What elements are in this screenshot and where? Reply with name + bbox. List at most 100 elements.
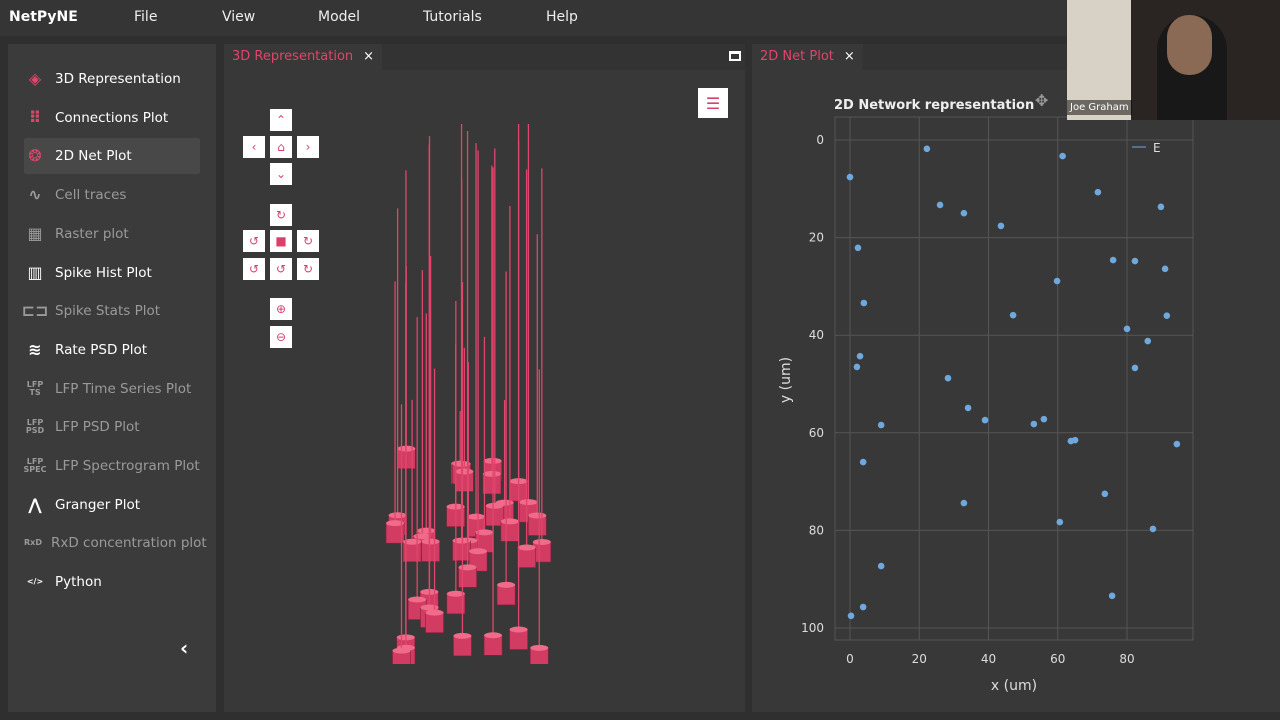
sidebar-item-label: RxD concentration plot bbox=[50, 535, 207, 552]
cell-point bbox=[859, 458, 867, 466]
soma-top bbox=[519, 499, 538, 506]
menu-view[interactable]: View bbox=[222, 9, 256, 25]
sidebar-item-lfp-spectrogram-plot[interactable]: LFP SPEC LFP Spectrogram Plot bbox=[24, 448, 200, 484]
menu-tutorials[interactable]: Tutorials bbox=[423, 9, 482, 25]
menu-file[interactable]: File bbox=[134, 9, 158, 25]
y-tick-label: 0 bbox=[816, 133, 824, 147]
sidebar-item-cell-traces[interactable]: ∿ Cell traces bbox=[24, 177, 200, 213]
sidebar-item-label: Raster plot bbox=[55, 225, 129, 242]
boxplot-icon: ⊏⊐ bbox=[21, 301, 49, 321]
soma-top bbox=[453, 632, 472, 639]
pan-move-icon[interactable]: ✥ bbox=[1035, 91, 1048, 110]
raster-icon: ▦ bbox=[27, 223, 43, 243]
cell-point bbox=[1040, 415, 1048, 423]
soma-top bbox=[532, 539, 551, 546]
cell-point bbox=[1173, 440, 1181, 448]
sidebar-item-spike-hist-plot[interactable]: ▥ Spike Hist Plot bbox=[24, 255, 200, 291]
pan-down-button[interactable]: ⌄ bbox=[270, 163, 292, 185]
cube-icon: ◈ bbox=[28, 69, 42, 88]
plots-sidebar: ◈ 3D Representation ⠿ Connections Plot ❂ 2D N… bbox=[8, 44, 216, 712]
cell-point bbox=[1056, 518, 1064, 526]
sidebar-item-raster-plot[interactable]: ▦ Raster plot bbox=[24, 216, 200, 252]
zoom-in-icon[interactable]: ⊕ bbox=[270, 298, 292, 320]
3d-network-canvas[interactable] bbox=[374, 124, 574, 664]
soma-top bbox=[458, 564, 477, 571]
controls-menu-icon[interactable]: ☰ bbox=[698, 88, 728, 118]
cell-point bbox=[923, 145, 931, 153]
lfp-spec-icon: LFP SPEC bbox=[23, 457, 47, 474]
sidebar-item-granger-plot[interactable]: ⋀ Granger Plot bbox=[24, 487, 200, 523]
soma-top bbox=[530, 644, 549, 651]
zoom-out-icon[interactable]: ⊖ bbox=[270, 326, 292, 348]
soma-top bbox=[528, 512, 547, 519]
cell-point bbox=[1144, 337, 1152, 345]
speaker-face bbox=[1167, 15, 1212, 75]
sidebar-item-label: 2D Net Plot bbox=[55, 148, 132, 165]
sidebar-item-label: Granger Plot bbox=[55, 496, 141, 513]
code-icon: </> bbox=[26, 577, 44, 587]
tab-2d-net-plot[interactable]: 2D Net Plot × bbox=[752, 44, 863, 70]
x-tick-label: 0 bbox=[846, 652, 854, 666]
soma-top bbox=[446, 590, 465, 597]
soma-top bbox=[413, 533, 432, 540]
tab-3d-representation[interactable]: 3D Representation × bbox=[224, 44, 383, 70]
sidebar-item-lfp-psd-plot[interactable]: LFP PSD LFP PSD Plot bbox=[24, 409, 200, 445]
pan-right-button[interactable]: › bbox=[297, 136, 319, 158]
x-tick-label: 80 bbox=[1119, 652, 1134, 666]
camera-icon[interactable]: ■ bbox=[270, 230, 292, 252]
menu-model[interactable]: Model bbox=[318, 9, 361, 25]
sidebar-item-2d-net-plot[interactable]: ❂ 2D Net Plot bbox=[24, 138, 200, 175]
cell-point bbox=[1123, 325, 1131, 333]
menu-help[interactable]: Help bbox=[546, 9, 578, 25]
sidebar-item-spike-stats-plot[interactable]: ⊏⊐ Spike Stats Plot bbox=[21, 293, 200, 329]
cell-point bbox=[1163, 312, 1171, 319]
cell-point bbox=[1157, 203, 1165, 211]
y-tick-label: 80 bbox=[809, 523, 824, 537]
sidebar-item-label: Cell traces bbox=[55, 187, 127, 204]
close-tab-icon[interactable]: × bbox=[843, 49, 855, 64]
y-axis-label: y (um) bbox=[778, 357, 794, 403]
cell-point bbox=[860, 299, 868, 307]
cell-point bbox=[960, 499, 968, 507]
cell-point bbox=[944, 374, 952, 382]
cell-point bbox=[854, 244, 862, 252]
cell-point bbox=[1161, 265, 1169, 273]
close-tab-icon[interactable]: × bbox=[363, 49, 375, 64]
cell-point bbox=[964, 404, 972, 412]
collapse-sidebar-icon[interactable]: ‹ bbox=[180, 636, 189, 660]
maximize-icon[interactable] bbox=[729, 51, 741, 61]
rotate-ccw-icon[interactable]: ↺ bbox=[243, 258, 265, 280]
cell-point bbox=[856, 352, 864, 360]
home-icon[interactable]: ⌂ bbox=[270, 136, 292, 158]
soma-top bbox=[392, 647, 411, 654]
cell-point bbox=[853, 363, 861, 371]
rotate-left-icon[interactable]: ↺ bbox=[243, 230, 265, 252]
soma-top bbox=[452, 537, 471, 544]
sidebar-item-3d-representation[interactable]: ◈ 3D Representation bbox=[24, 61, 200, 97]
sidebar-item-python[interactable]: </> Python bbox=[24, 564, 200, 600]
cell-point bbox=[1009, 311, 1017, 319]
sidebar-item-lfp-time-series-plot[interactable]: LFP TS LFP Time Series Plot bbox=[24, 371, 200, 407]
soma-top bbox=[421, 538, 440, 545]
2d-net-chart[interactable]: 2D Network representation ✥ 0 20 40 60 80 0 20… bbox=[752, 70, 1280, 712]
x-tick-label: 20 bbox=[912, 652, 927, 666]
waveform-icon: ≋ bbox=[28, 339, 42, 359]
cell-point bbox=[846, 173, 854, 181]
tab-label: 2D Net Plot bbox=[760, 49, 834, 64]
y-tick-label: 20 bbox=[809, 231, 824, 245]
rotate-right-icon[interactable]: ↻ bbox=[297, 230, 319, 252]
sidebar-item-rate-psd-plot[interactable]: ≋ Rate PSD Plot bbox=[24, 332, 200, 368]
soma-top bbox=[517, 544, 536, 551]
tab-label: 3D Representation bbox=[232, 49, 354, 64]
cell-point bbox=[981, 416, 989, 424]
rotate-cw-icon[interactable]: ↻ bbox=[297, 258, 319, 280]
cell-point bbox=[1059, 152, 1066, 160]
sidebar-item-connections-plot[interactable]: ⠿ Connections Plot bbox=[24, 100, 200, 136]
sidebar-item-rxd-concentration-plot[interactable]: RxD RxD concentration plot bbox=[24, 525, 207, 561]
pan-left-button[interactable]: ‹ bbox=[243, 136, 265, 158]
cell-point bbox=[960, 209, 968, 217]
rotate-icon[interactable]: ↻ bbox=[270, 204, 292, 226]
pan-up-button[interactable]: ⌃ bbox=[270, 109, 292, 131]
soma-top bbox=[408, 596, 427, 603]
reset-rotation-icon[interactable]: ↺ bbox=[270, 258, 292, 280]
